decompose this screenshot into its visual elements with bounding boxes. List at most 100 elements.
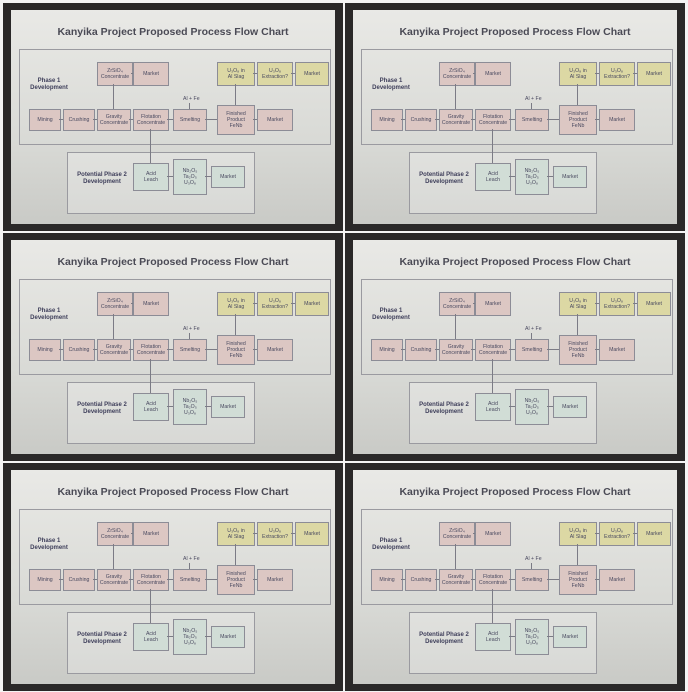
zrsio4-box: ZrSiO₄ Concentrate (439, 522, 475, 546)
arrow-flotation-smelting (509, 579, 515, 580)
chart-screen: Kanyika Project Proposed Process Flow Ch… (353, 10, 677, 224)
arrow-flotation-smelting (167, 119, 173, 120)
flotation-box: Flotation Concentrate (475, 569, 511, 591)
arrow-flotation-acid (492, 589, 493, 623)
phase1-panel (361, 49, 673, 145)
u3o8-extraction-box: U₃O₈ Extraction? (257, 292, 293, 316)
al-fe-note: Al + Fe (183, 96, 200, 102)
crushing-box: Crushing (63, 339, 95, 361)
arrow-acid-oxides (509, 176, 515, 177)
chart-title: Kanyika Project Proposed Process Flow Ch… (399, 256, 631, 268)
arrow-finished-market (253, 119, 257, 120)
chart-screen: Kanyika Project Proposed Process Flow Ch… (353, 470, 677, 684)
arrow-crushing-gravity (93, 119, 97, 120)
market-mid-box: Market (599, 109, 635, 131)
u3o8-extraction-box: U₃O₈ Extraction? (257, 522, 293, 546)
arrow-mining-crushing (401, 349, 405, 350)
finished-product-box: Finished Product FeNb (559, 335, 597, 365)
arrow-flotation-smelting (509, 119, 515, 120)
arrow-crushing-gravity (435, 579, 439, 580)
u3o8-slag-box: U₃O₈ in Al Slag (559, 62, 597, 86)
arrow-mining-crushing (401, 579, 405, 580)
photo-1: Kanyika Project Proposed Process Flow Ch… (3, 3, 343, 231)
u3o8-slag-box: U₃O₈ in Al Slag (559, 292, 597, 316)
arrow-flotation-smelting (167, 579, 173, 580)
arrow-extraction-market (291, 303, 295, 304)
arrow-flotation-acid (150, 589, 151, 623)
arrow-zrsio4-market (473, 73, 475, 74)
u3o8-extraction-box: U₃O₈ Extraction? (599, 62, 635, 86)
arrow-gravity-flotation (129, 349, 133, 350)
arrow-finished-slag (235, 314, 236, 335)
acid-leach-box: Acid Leach (475, 393, 511, 421)
arrow-flotation-smelting (509, 349, 515, 350)
crushing-box: Crushing (405, 339, 437, 361)
arrow-gravity-zrsio4 (455, 314, 456, 339)
arrow-finished-slag (235, 544, 236, 565)
phase1-label: Phase 1 Development (30, 538, 68, 551)
phase1-panel (19, 279, 331, 375)
finished-product-box: Finished Product FeNb (217, 565, 255, 595)
arrow-alfe-smelting (531, 333, 532, 339)
crushing-box: Crushing (405, 569, 437, 591)
arrow-zrsio4-market (131, 533, 133, 534)
arrow-acid-oxides (167, 176, 173, 177)
arrow-zrsio4-market (473, 303, 475, 304)
flotation-box: Flotation Concentrate (133, 109, 169, 131)
phase2-label: Potential Phase 2 Development (419, 402, 469, 415)
chart-title: Kanyika Project Proposed Process Flow Ch… (399, 486, 631, 498)
market-mid-box: Market (257, 109, 293, 131)
arrow-finished-market (595, 349, 599, 350)
crushing-box: Crushing (405, 109, 437, 131)
mining-box: Mining (371, 339, 403, 361)
al-fe-note: Al + Fe (525, 326, 542, 332)
arrow-oxides-market (205, 406, 211, 407)
arrow-mining-crushing (401, 119, 405, 120)
market-low-box: Market (211, 166, 245, 188)
u3o8-slag-box: U₃O₈ in Al Slag (559, 522, 597, 546)
gravity-box: Gravity Concentrate (97, 569, 131, 591)
al-fe-note: Al + Fe (183, 326, 200, 332)
smelting-box: Smelting (173, 569, 207, 591)
arrow-zrsio4-market (131, 303, 133, 304)
arrow-acid-oxides (167, 406, 173, 407)
arrow-zrsio4-market (131, 73, 133, 74)
arrow-flotation-acid (150, 359, 151, 393)
market-right-box: Market (637, 292, 671, 316)
phase2-label: Potential Phase 2 Development (419, 172, 469, 185)
arrow-finished-market (253, 349, 257, 350)
arrow-slag-extraction (253, 533, 257, 534)
arrow-alfe-smelting (189, 103, 190, 109)
al-fe-note: Al + Fe (183, 556, 200, 562)
acid-leach-box: Acid Leach (475, 623, 511, 651)
chart-screen: Kanyika Project Proposed Process Flow Ch… (11, 240, 335, 454)
arrow-crushing-gravity (435, 119, 439, 120)
mining-box: Mining (371, 569, 403, 591)
oxides-box: Nb₂O₅ Ta₂O₅ U₃O₈ (515, 389, 549, 425)
market-top-box: Market (133, 62, 169, 86)
market-top-box: Market (475, 522, 511, 546)
arrow-gravity-flotation (471, 579, 475, 580)
phase1-label: Phase 1 Development (372, 538, 410, 551)
flotation-box: Flotation Concentrate (133, 569, 169, 591)
arrow-alfe-smelting (531, 103, 532, 109)
phase2-label: Potential Phase 2 Development (419, 632, 469, 645)
market-top-box: Market (475, 62, 511, 86)
market-right-box: Market (295, 62, 329, 86)
arrow-smelting-finished (547, 349, 559, 350)
arrow-crushing-gravity (435, 349, 439, 350)
al-fe-note: Al + Fe (525, 96, 542, 102)
arrow-finished-slag (577, 544, 578, 565)
u3o8-slag-box: U₃O₈ in Al Slag (217, 292, 255, 316)
arrow-gravity-flotation (471, 119, 475, 120)
zrsio4-box: ZrSiO₄ Concentrate (97, 522, 133, 546)
arrow-gravity-zrsio4 (113, 314, 114, 339)
phase2-label: Potential Phase 2 Development (77, 172, 127, 185)
arrow-oxides-market (547, 406, 553, 407)
smelting-box: Smelting (515, 109, 549, 131)
arrow-extraction-market (633, 533, 637, 534)
arrow-finished-slag (577, 314, 578, 335)
arrow-finished-slag (577, 84, 578, 105)
arrow-flotation-acid (150, 129, 151, 163)
arrow-smelting-finished (205, 579, 217, 580)
